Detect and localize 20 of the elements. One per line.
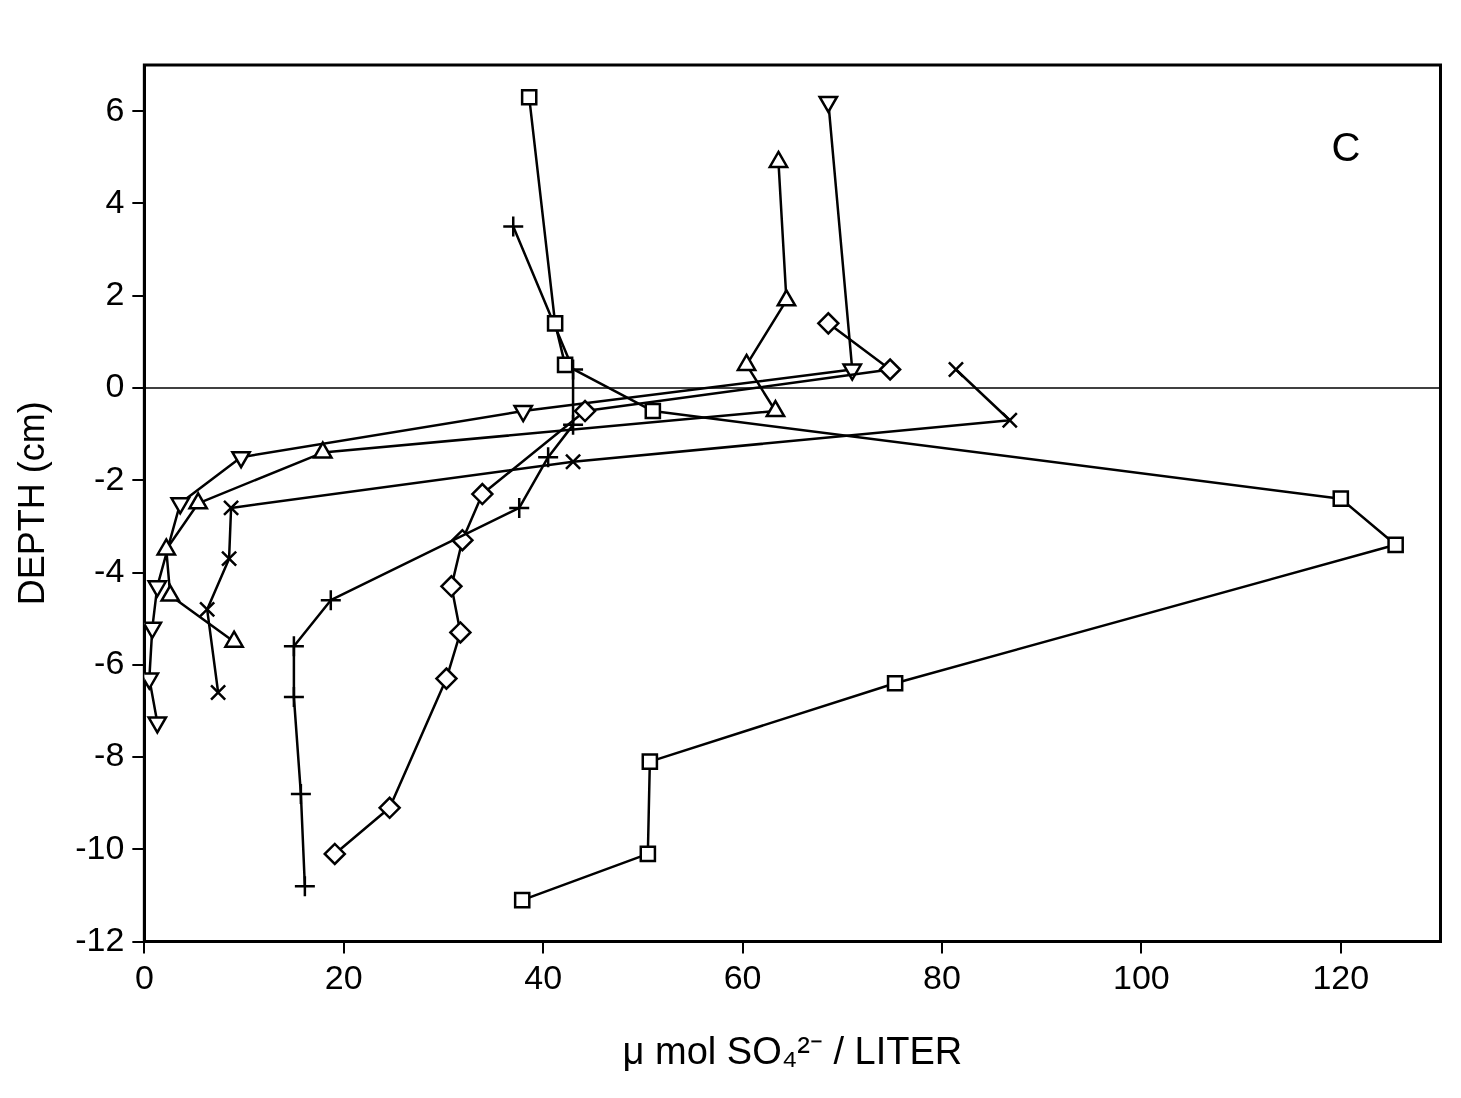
x-tick-label: 100 [1113,958,1170,997]
x-tick-label: 40 [524,958,563,997]
y-tick-label: -4 [94,550,125,589]
x-tick-label: 20 [324,958,363,997]
y-tick-label: -12 [75,919,125,958]
x-tick-label: 0 [134,958,154,997]
annotation: C [1331,125,1361,170]
y-tick-label: -6 [94,643,125,682]
y-axis-title: DEPTH (cm) [10,401,52,606]
y-tick-label: -2 [94,458,125,497]
y-tick-label: 4 [105,181,125,220]
x-axis-title: μ mol SO₄²⁻ / LITER [622,1029,963,1072]
y-tick-label: 6 [105,89,125,128]
x-tick-label: 60 [723,958,762,997]
y-tick-label: 0 [105,366,125,405]
x-tick-label: 120 [1312,958,1370,997]
y-tick-label: -10 [75,827,125,866]
y-tick-label: 2 [105,274,125,313]
y-tick-label: -8 [94,735,125,774]
x-tick-label: 80 [923,958,961,997]
